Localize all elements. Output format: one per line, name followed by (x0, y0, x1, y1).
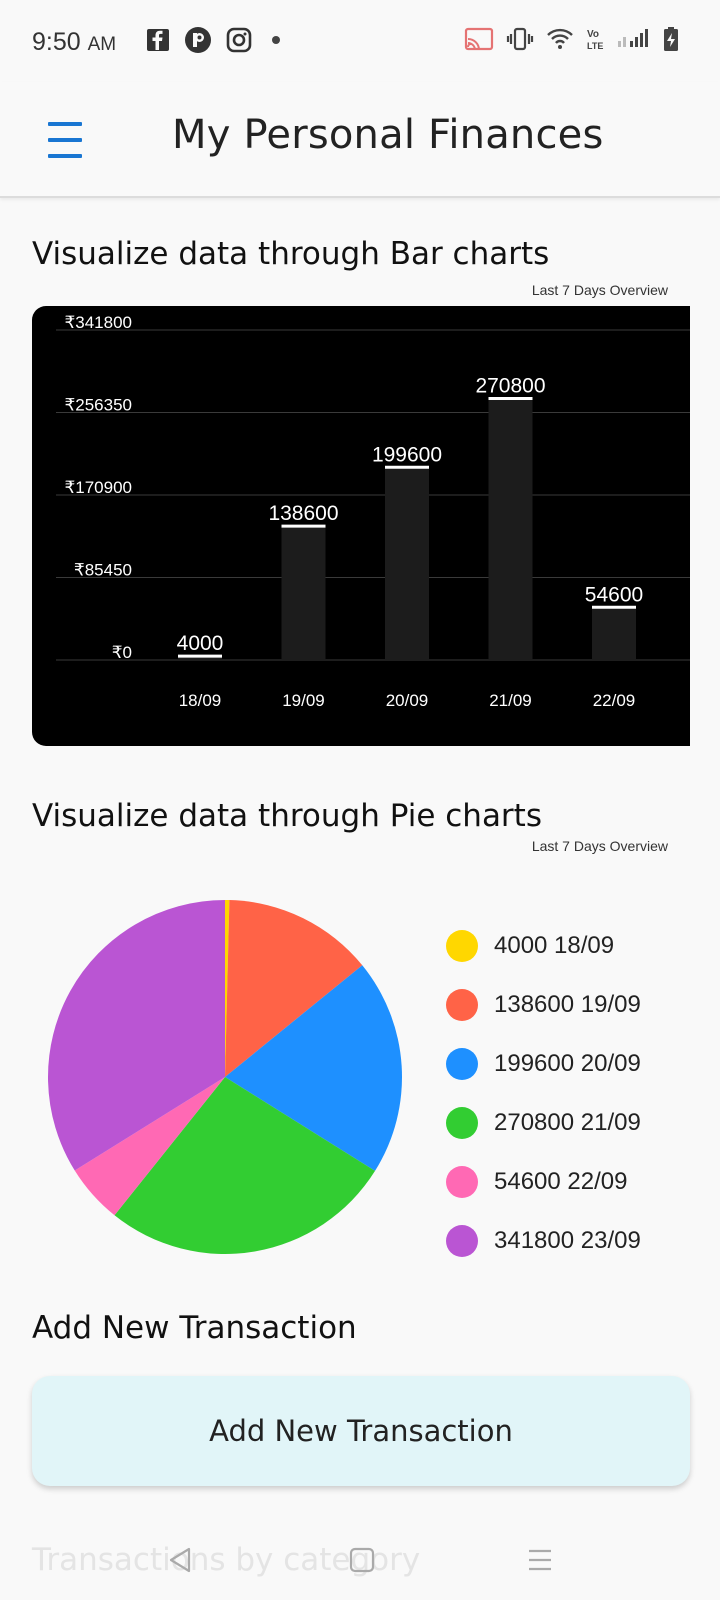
status-bar: 9:50 AM Vo LTE (0, 0, 720, 82)
legend-item: 138600 19/09 (446, 975, 641, 1034)
legend-label: 270800 21/09 (494, 1108, 641, 1136)
pie-slice (225, 965, 403, 1171)
add-transaction-button[interactable]: Add New Transaction (32, 1376, 690, 1486)
bar-value-label: 138600 (268, 502, 338, 525)
bar-chart: ₹0 ₹85450 ₹170900 ₹256350 ₹341800 4000 18/09 13… (32, 306, 690, 746)
more-notifications-dot-icon (266, 30, 286, 50)
x-tick-label: 18/09 (179, 691, 222, 710)
x-tick-label: 19/09 (282, 691, 325, 710)
pie-slice (48, 900, 225, 1171)
pie-chart-subtitle: Last 7 Days Overview (531, 838, 668, 854)
pie-chart-section-title: Visualize data through Pie charts (32, 798, 542, 834)
nav-back-icon[interactable] (158, 1538, 202, 1582)
pie-slice (114, 1077, 376, 1254)
pie-chart-legend: 4000 18/09 138600 19/09 199600 20/09 270800… (446, 916, 641, 1270)
wifi-icon (546, 27, 574, 51)
bar-chart-subtitle: Last 7 Days Overview (531, 282, 668, 298)
bar (592, 607, 636, 660)
legend-color-swatch (446, 929, 478, 962)
status-time-value: 9:50 (32, 28, 81, 56)
pie-slice (225, 900, 363, 1077)
nav-home-icon[interactable] (340, 1538, 384, 1582)
system-status-icons: Vo LTE (464, 26, 680, 52)
status-time-ampm: AM (87, 34, 117, 55)
signal-icon (616, 27, 650, 51)
bar-value-label: 4000 (177, 632, 224, 655)
bar-value-label: 54600 (585, 583, 643, 606)
y-tick-label: ₹170900 (64, 478, 132, 497)
menu-icon[interactable] (44, 118, 88, 162)
bar-value-label: 270800 (475, 375, 545, 398)
svg-text:LTE: LTE (587, 41, 603, 51)
pie-slice (74, 1077, 225, 1216)
y-tick-label: ₹0 (112, 643, 132, 662)
app-notification-icon (184, 26, 212, 54)
y-tick-label: ₹256350 (64, 396, 132, 415)
x-tick-label: 22/09 (593, 691, 636, 710)
legend-label: 199600 20/09 (494, 1049, 641, 1077)
pie-chart-canvas (48, 900, 403, 1254)
bar-chart-canvas: ₹0 ₹85450 ₹170900 ₹256350 ₹341800 4000 18/09 13… (56, 313, 690, 710)
vibrate-icon (506, 27, 534, 51)
add-transaction-section-title: Add New Transaction (32, 1310, 357, 1346)
app-bar: My Personal Finances (0, 82, 720, 198)
pie-slice (225, 900, 230, 1077)
legend-item: 341800 23/09 (446, 1211, 641, 1270)
legend-item: 54600 22/09 (446, 1152, 641, 1211)
legend-label: 341800 23/09 (494, 1226, 641, 1254)
legend-label: 4000 18/09 (494, 931, 615, 959)
bar-chart-section-title: Visualize data through Bar charts (32, 236, 550, 272)
system-nav-bar (0, 1518, 720, 1600)
legend-color-swatch (446, 988, 478, 1021)
legend-label: 54600 22/09 (494, 1167, 628, 1195)
legend-color-swatch (446, 1165, 478, 1198)
bar (178, 656, 222, 660)
status-time: 9:50 AM (32, 28, 116, 57)
instagram-icon (226, 27, 252, 53)
page-title: My Personal Finances (172, 112, 604, 158)
notification-icons (146, 26, 286, 54)
y-tick-label: ₹85450 (74, 561, 132, 580)
facebook-icon (146, 28, 170, 52)
x-tick-label: 20/09 (386, 691, 429, 710)
pie-chart (40, 892, 410, 1262)
nav-recents-icon[interactable] (518, 1538, 562, 1582)
volte-icon: Vo LTE (586, 26, 604, 52)
svg-text:Vo: Vo (587, 29, 599, 40)
x-tick-label: 21/09 (489, 691, 532, 710)
legend-color-swatch (446, 1047, 478, 1080)
cast-icon (464, 27, 494, 51)
legend-item: 270800 21/09 (446, 1093, 641, 1152)
legend-item: 4000 18/09 (446, 916, 641, 975)
bar (385, 467, 429, 660)
y-tick-label: ₹341800 (64, 313, 132, 332)
bar-value-label: 199600 (372, 443, 442, 466)
battery-charging-icon (662, 26, 680, 52)
legend-color-swatch (446, 1224, 478, 1257)
legend-item: 199600 20/09 (446, 1034, 641, 1093)
bar (281, 526, 326, 660)
legend-color-swatch (446, 1106, 478, 1139)
bar (488, 398, 533, 660)
legend-label: 138600 19/09 (494, 990, 641, 1018)
